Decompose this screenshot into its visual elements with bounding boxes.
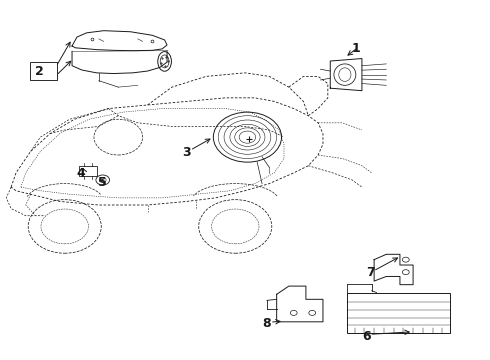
Text: 3: 3: [183, 146, 191, 159]
Text: 6: 6: [362, 330, 370, 343]
Text: 4: 4: [77, 167, 86, 180]
Text: 5: 5: [98, 176, 107, 189]
Text: 1: 1: [351, 42, 360, 55]
Text: 7: 7: [366, 266, 374, 279]
Text: 8: 8: [263, 318, 271, 330]
Text: 2: 2: [35, 65, 44, 78]
